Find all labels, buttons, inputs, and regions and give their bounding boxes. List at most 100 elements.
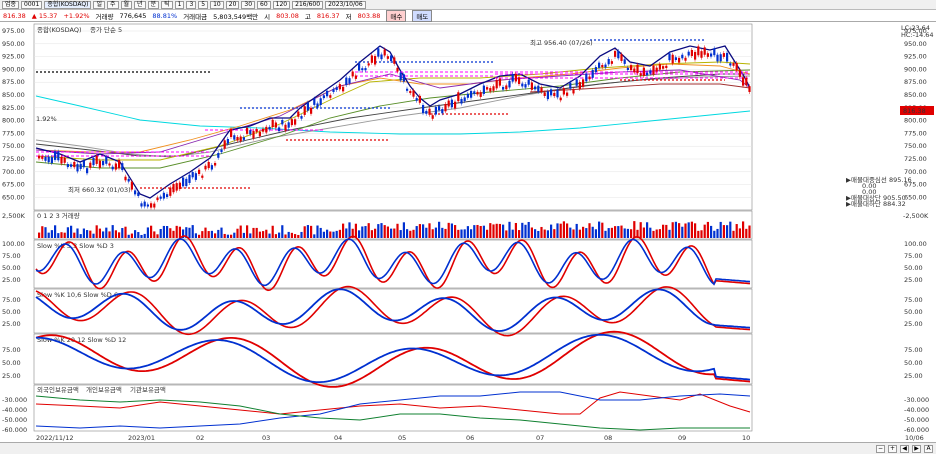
candle-body bbox=[463, 97, 466, 102]
candle-body bbox=[156, 197, 159, 201]
period-day[interactable]: 일 bbox=[93, 0, 105, 9]
market-select[interactable]: 업종 bbox=[2, 0, 20, 9]
volume-bar bbox=[70, 225, 73, 238]
font-size-button[interactable]: A bbox=[924, 444, 933, 453]
ma-orange-line bbox=[35, 63, 751, 153]
volume-bar bbox=[655, 229, 658, 238]
candle-body bbox=[134, 190, 137, 195]
volume-bar bbox=[41, 226, 44, 238]
osc-tick-right: 75.00 bbox=[904, 296, 923, 304]
code-input[interactable]: 0001 bbox=[21, 0, 43, 9]
candle-body bbox=[678, 57, 681, 63]
candle-body bbox=[201, 175, 204, 178]
volume-bar bbox=[143, 233, 146, 238]
zoom-out-icon[interactable]: − bbox=[876, 444, 885, 453]
zoom-in-icon[interactable]: + bbox=[888, 444, 897, 453]
volume-bar bbox=[191, 225, 194, 238]
volume-bar bbox=[188, 227, 191, 238]
interval-3[interactable]: 3 bbox=[186, 0, 197, 9]
volume-bar bbox=[476, 224, 479, 238]
x-tick-label: 10 bbox=[742, 434, 750, 442]
candle-body bbox=[617, 50, 620, 59]
period-week[interactable]: 주 bbox=[106, 0, 119, 9]
candle-body bbox=[588, 76, 591, 80]
scroll-left-icon[interactable]: ◀ bbox=[900, 444, 909, 453]
volume-bar bbox=[530, 227, 533, 238]
volume-bar bbox=[518, 230, 521, 238]
investor-legend-foreign: 외국인보유금액 bbox=[37, 385, 79, 394]
volume-bar bbox=[367, 223, 370, 238]
interval-30[interactable]: 30 bbox=[241, 0, 256, 9]
period-month[interactable]: 월 bbox=[120, 0, 133, 9]
buy-button[interactable]: 매수 bbox=[386, 9, 407, 22]
inst-line bbox=[35, 395, 750, 431]
volume-bar bbox=[626, 228, 629, 238]
volume-bar bbox=[233, 232, 236, 238]
candle-body bbox=[54, 151, 57, 160]
volume-bar bbox=[722, 225, 725, 238]
osc-tick-right: 100.00 bbox=[904, 240, 927, 248]
candle-body bbox=[319, 98, 322, 106]
max-price-annotation: 최고 956.40 (07/26) bbox=[530, 38, 593, 47]
volume-bar bbox=[444, 228, 447, 238]
candle-body bbox=[620, 54, 623, 61]
candle-body bbox=[649, 70, 652, 74]
candle-body bbox=[639, 73, 642, 76]
volume-bar bbox=[370, 230, 373, 238]
volume-bar bbox=[351, 228, 354, 238]
y-tick-left: 675.00 bbox=[2, 181, 25, 189]
min-price-annotation: 최저 660.32 (01/03) bbox=[68, 185, 131, 194]
value-amount: 5,803,549백만 bbox=[213, 12, 259, 21]
interval-20[interactable]: 20 bbox=[225, 0, 240, 9]
candle-body bbox=[591, 70, 594, 78]
scroll-right-icon[interactable]: ▶ bbox=[912, 444, 921, 453]
period-minute[interactable]: 분 bbox=[147, 0, 160, 9]
volume-bar bbox=[441, 227, 444, 238]
last-price-label: 816.38 bbox=[903, 107, 926, 115]
main-legend-title: 종합(KOSDAQ) bbox=[37, 25, 82, 34]
candle-body bbox=[44, 156, 47, 161]
candle-body bbox=[511, 74, 514, 82]
candle-body bbox=[79, 163, 82, 169]
volume-bar bbox=[386, 226, 389, 238]
candle-body bbox=[473, 91, 476, 94]
y-tick-right: 800.00 bbox=[904, 117, 927, 125]
volume-bar bbox=[591, 226, 594, 238]
sell-button[interactable]: 매도 bbox=[412, 9, 433, 22]
interval-10[interactable]: 10 bbox=[210, 0, 224, 9]
volume-bar bbox=[124, 226, 127, 238]
ma-olive-line bbox=[35, 61, 751, 161]
volume-bar bbox=[377, 224, 380, 238]
candle-body bbox=[457, 92, 460, 102]
date-input[interactable]: 2023/10/06 bbox=[325, 0, 366, 9]
period-tick[interactable]: 틱 bbox=[161, 0, 173, 9]
volume-bar bbox=[358, 230, 361, 238]
index-name[interactable]: 종합(KOSDAQ) bbox=[44, 0, 92, 9]
candle-body bbox=[194, 173, 197, 180]
volume-bar bbox=[306, 225, 309, 238]
candle-body bbox=[594, 67, 597, 73]
candle-body bbox=[521, 83, 524, 87]
volume-bar bbox=[319, 227, 322, 238]
volume-bar bbox=[146, 227, 149, 238]
period-year[interactable]: 년 bbox=[134, 0, 146, 9]
volume-bar bbox=[562, 221, 565, 238]
candle-body bbox=[671, 54, 674, 64]
bar-count-input[interactable]: 216/600 bbox=[292, 0, 324, 9]
candle-body bbox=[505, 85, 508, 90]
volume-bar bbox=[508, 221, 511, 238]
interval-5[interactable]: 5 bbox=[198, 0, 209, 9]
osc-tick-right: -40.000 bbox=[904, 406, 929, 414]
volume-bar bbox=[569, 227, 572, 238]
interval-120[interactable]: 120 bbox=[272, 0, 291, 9]
interval-1[interactable]: 1 bbox=[174, 0, 185, 9]
osc-tick-left: -60.000 bbox=[2, 426, 27, 434]
osc-tick-right: 25.00 bbox=[904, 372, 923, 380]
volume-bar bbox=[614, 226, 617, 238]
interval-60[interactable]: 60 bbox=[257, 0, 271, 9]
candle-body bbox=[249, 130, 252, 135]
volume-bar bbox=[607, 228, 610, 238]
candle-body bbox=[102, 160, 105, 166]
sr-lines bbox=[36, 39, 725, 189]
chart-area[interactable]: 최고 956.40 (07/26) 최저 660.32 (01/03) 종합(K… bbox=[0, 22, 936, 442]
